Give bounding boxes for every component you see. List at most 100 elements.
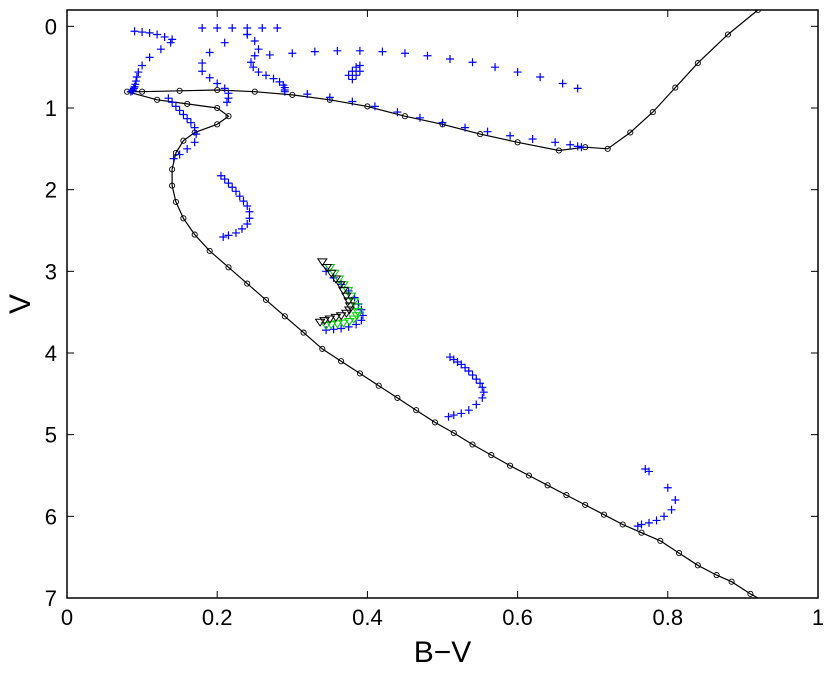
x-tick-label: 0.2	[202, 605, 233, 630]
y-tick-label: 5	[45, 423, 57, 448]
isochrone-point	[281, 313, 288, 320]
isochrone-point	[172, 149, 179, 156]
isochrone-point	[507, 462, 514, 469]
track-plus-point	[213, 79, 222, 88]
track-plus-point	[329, 325, 338, 334]
y-tick-label: 6	[45, 504, 57, 529]
track-plus-point	[513, 68, 522, 77]
track-plus-point	[245, 214, 254, 223]
track-plus-point	[476, 379, 485, 388]
track-plus-point	[213, 23, 222, 32]
isochrone-point	[300, 329, 307, 336]
isochrone-point	[525, 472, 532, 479]
isochrone-point	[176, 87, 183, 94]
isochrone-point	[544, 482, 551, 489]
green-triangle-point	[348, 298, 360, 307]
track-plus-point	[273, 23, 282, 32]
green-triangle-point	[348, 315, 360, 324]
green-triangle-point	[331, 320, 343, 329]
isochrone-point	[619, 521, 626, 528]
black-triangle-point	[343, 297, 355, 306]
track-plus-point	[190, 123, 199, 132]
isochrone-point	[754, 10, 761, 14]
track-plus-point	[478, 383, 487, 392]
isochrone-point	[477, 131, 484, 138]
isochrone-point	[413, 407, 420, 414]
black-triangle-point	[314, 318, 326, 327]
isochrone-point	[375, 382, 382, 389]
track-plus-point	[457, 409, 466, 418]
track-plus-point	[168, 35, 177, 44]
track-plus-point	[128, 86, 137, 95]
y-axis-label: V	[4, 294, 37, 314]
track-plus-point	[573, 84, 582, 93]
track-plus-point	[262, 71, 271, 80]
track-plus-point	[468, 371, 477, 380]
isochrone-point	[244, 280, 251, 287]
track-plus-point	[633, 522, 642, 531]
track-plus-point	[220, 175, 229, 184]
track-plus-point	[224, 231, 233, 240]
track-plus-point	[355, 67, 364, 76]
black-triangle-point	[334, 281, 346, 290]
track-plus-point	[164, 94, 173, 103]
isochrone-point	[431, 419, 439, 426]
isochrone-point	[169, 182, 176, 189]
track-plus-point	[352, 320, 361, 329]
isochrone-point	[728, 578, 735, 585]
isochrone-point	[206, 247, 213, 254]
track-plus-point	[280, 87, 289, 96]
plot-frame	[66, 9, 819, 599]
isochrone-point	[694, 562, 701, 569]
track-plus-point	[168, 98, 177, 107]
isochrone-point	[364, 103, 371, 110]
track-plus-point	[138, 28, 147, 37]
isochrone-point	[649, 109, 656, 116]
isochrone-point	[676, 550, 683, 557]
track-plus-point	[265, 50, 274, 59]
track-plus-point	[219, 233, 228, 242]
track-plus-point	[446, 55, 455, 63]
track-plus-point	[357, 316, 366, 325]
x-tick-label: 0.6	[502, 605, 533, 630]
track-plus-point	[254, 68, 263, 77]
x-tick-label: 0.4	[352, 605, 383, 630]
y-tick-label: 3	[45, 259, 57, 284]
isochrone-point	[672, 84, 679, 91]
track-plus-point	[506, 131, 515, 140]
isochrone-point	[747, 590, 754, 597]
track-plus-point	[536, 72, 545, 81]
track-plus-point	[457, 360, 466, 369]
black-triangle-point	[316, 258, 328, 267]
track-plus-point	[190, 138, 199, 147]
isochrone-point	[338, 358, 345, 365]
track-plus-point	[220, 38, 229, 47]
y-tick-label: 0	[45, 14, 57, 39]
y-tick-label: 7	[45, 586, 57, 611]
isochrone-line	[126, 10, 760, 598]
track-plus-point	[250, 51, 259, 60]
track-plus-point	[169, 154, 178, 163]
black-triangle-point	[337, 286, 349, 296]
isochrone-point	[214, 104, 221, 112]
isochrone-point	[600, 511, 608, 518]
track-plus-point	[528, 135, 537, 144]
track-plus-point	[224, 179, 233, 188]
track-plus-point	[183, 114, 192, 123]
track-plus-point	[652, 516, 661, 525]
isochrone-point	[172, 198, 179, 205]
track-plus-point	[243, 219, 252, 228]
isochrone-point	[225, 264, 232, 271]
track-plus-point	[348, 97, 357, 106]
track-plus-point	[663, 483, 672, 492]
ticks: 0 0.2 0.4 0.6 0.8 1 0 1 2 3 4 5 6 7	[45, 10, 824, 630]
track-plus-point	[145, 53, 154, 62]
track-plus-point	[160, 32, 169, 41]
track-plus-point	[179, 110, 188, 119]
isochrone-point	[225, 113, 232, 120]
isochrone-point	[394, 394, 401, 401]
track-plus-point	[198, 67, 207, 76]
track-plus-point	[126, 87, 135, 96]
